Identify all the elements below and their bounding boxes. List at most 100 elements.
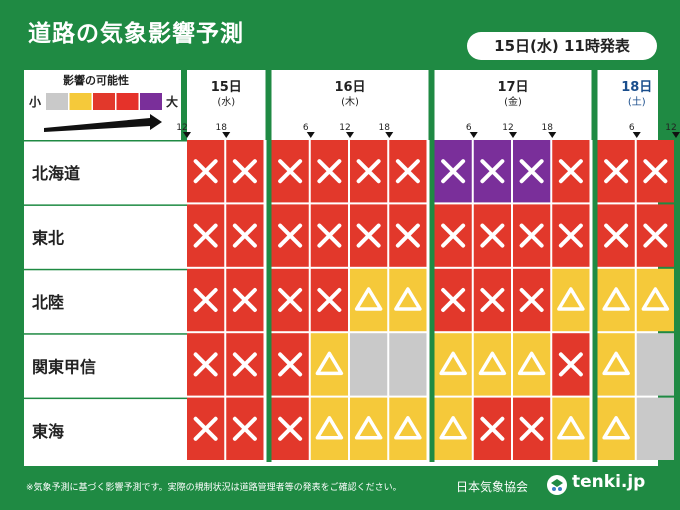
region-label: 東海	[32, 422, 64, 441]
legend-swatch	[116, 93, 139, 110]
triangle-icon	[315, 416, 344, 440]
time-tick-label: 6	[629, 123, 635, 133]
time-tick-marker	[632, 132, 641, 138]
impact-cell	[636, 333, 674, 396]
cross-icon	[441, 288, 466, 312]
cross-icon	[604, 159, 629, 184]
legend-title: 影響の可能性	[63, 73, 129, 87]
day-weekday-label: (木)	[341, 96, 359, 108]
impact-cell	[389, 397, 427, 460]
region-label: 東北	[32, 229, 64, 248]
cross-icon	[278, 159, 303, 184]
cross-icon	[232, 352, 257, 377]
issued-time-badge: 15日(水) 11時発表	[467, 32, 657, 60]
triangle-icon	[354, 287, 383, 311]
cross-icon	[193, 416, 218, 441]
impact-cell	[310, 397, 348, 460]
day-weekday-label: (金)	[504, 95, 522, 108]
time-tick-marker	[672, 132, 680, 138]
time-tick-marker	[222, 132, 231, 138]
cross-icon	[317, 288, 342, 312]
legend-swatch	[140, 93, 162, 110]
triangle-icon	[641, 287, 670, 311]
cross-icon	[278, 288, 303, 312]
legend-swatch	[69, 93, 92, 110]
row-separator	[24, 397, 187, 400]
day-date-label: 17日	[497, 80, 528, 95]
cross-icon	[441, 223, 466, 248]
time-tick-label: 12	[665, 123, 676, 133]
day-separator	[429, 140, 435, 462]
time-tick-label: 18	[216, 123, 228, 133]
region-label: 関東甲信	[32, 357, 96, 376]
tenki-logo-icon	[547, 475, 567, 495]
impact-cell	[636, 397, 674, 460]
time-tick-marker	[509, 132, 517, 138]
cross-icon	[193, 159, 218, 184]
impact-cell	[434, 333, 472, 396]
impact-cell	[513, 333, 551, 396]
time-tick-label: 6	[303, 123, 309, 133]
triangle-icon	[394, 416, 422, 440]
legend-high-label: 大	[166, 94, 178, 109]
cross-icon	[232, 159, 257, 184]
cross-icon	[519, 159, 544, 184]
day-separator	[428, 70, 435, 140]
cross-icon	[193, 288, 218, 312]
time-tick-label: 18	[542, 123, 554, 133]
cross-icon	[558, 352, 583, 377]
triangle-icon	[439, 351, 467, 376]
time-tick-marker	[306, 132, 315, 138]
impact-cell	[350, 268, 388, 332]
impact-cell	[597, 333, 635, 396]
triangle-icon	[602, 351, 630, 376]
impact-cell	[389, 268, 427, 332]
legend-swatch	[46, 93, 68, 110]
page-title: 道路の気象影響予測	[28, 21, 244, 47]
time-tick-marker	[548, 132, 557, 138]
day-weekday-label: (水)	[217, 96, 235, 108]
cross-icon	[317, 159, 342, 184]
tenki-logo-text: tenki.jp	[572, 472, 646, 492]
row-separator	[24, 333, 187, 335]
cross-icon	[317, 223, 342, 248]
cross-icon	[604, 223, 629, 248]
day-weekday-label: (土)	[628, 95, 646, 108]
time-tick-marker	[183, 132, 191, 138]
cross-icon	[558, 223, 583, 248]
day-separator	[181, 70, 187, 140]
day-date-label: 15日	[211, 80, 242, 95]
cross-icon	[395, 159, 420, 184]
footer-note: ※気象予測に基づく影響予測です。実際の規制状況は道路管理者等の発表をご確認くださ…	[26, 483, 402, 493]
cross-icon	[193, 352, 218, 377]
impact-cell	[552, 397, 590, 460]
triangle-icon	[315, 351, 344, 376]
day-separator	[265, 70, 272, 140]
cross-icon	[278, 223, 303, 248]
triangle-icon	[602, 287, 630, 311]
day-separator	[592, 140, 598, 462]
cross-icon	[643, 159, 668, 184]
row-separator	[24, 140, 187, 142]
cross-icon	[480, 288, 505, 312]
region-label: 北陸	[32, 293, 64, 312]
legend-swatch	[93, 93, 115, 110]
cross-icon	[278, 416, 303, 441]
triangle-icon	[602, 416, 630, 440]
cross-icon	[278, 352, 303, 377]
cross-icon	[441, 159, 466, 184]
time-tick-label: 12	[176, 123, 187, 133]
cross-icon	[232, 288, 257, 312]
time-tick-marker	[346, 132, 354, 138]
impact-cell	[434, 397, 472, 460]
triangle-icon	[439, 416, 467, 440]
cross-icon	[232, 223, 257, 248]
day-separator	[266, 140, 272, 462]
triangle-icon	[478, 351, 507, 376]
cross-icon	[395, 223, 420, 248]
row-separator	[24, 268, 187, 271]
day-date-label: 18日	[621, 80, 652, 95]
cross-icon	[232, 416, 257, 441]
triangle-icon	[517, 351, 546, 376]
